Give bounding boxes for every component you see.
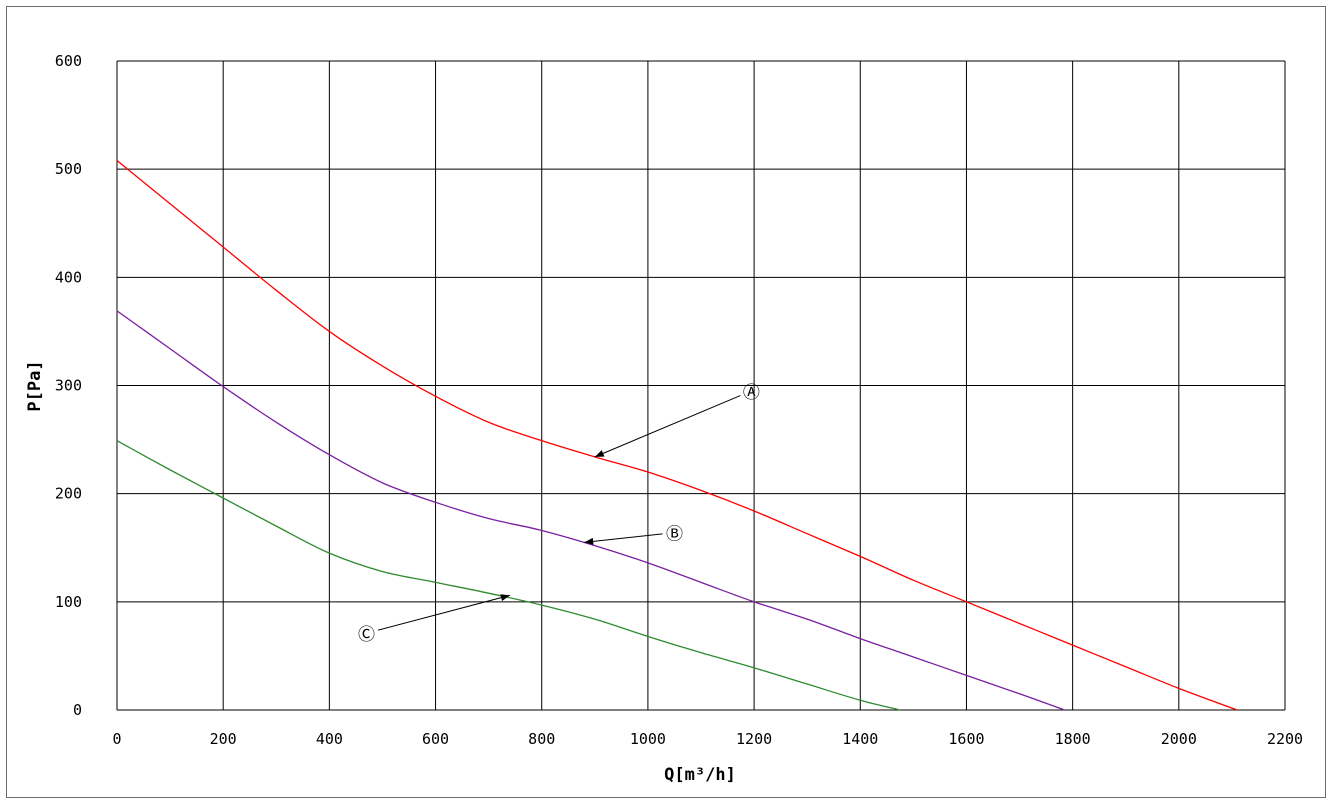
x-tick-label: 600: [422, 730, 449, 748]
annotation-leader: [584, 533, 663, 543]
x-axis-title: Q[m³/h]: [664, 765, 736, 785]
x-tick-label: 200: [210, 730, 237, 748]
y-tick-label: 300: [55, 377, 82, 395]
x-tick-label: 1200: [736, 730, 772, 748]
grid: [116, 60, 1286, 711]
y-tick-label: 400: [55, 268, 82, 286]
chart-frame: [6, 6, 1326, 798]
series-line-a: [116, 160, 1238, 711]
series-curves: [116, 160, 1238, 711]
x-tick-label: 1800: [1055, 730, 1091, 748]
annotation-label-a: Ⓐ: [743, 383, 760, 403]
y-tick-label: 200: [55, 485, 82, 503]
annotation-label-c: Ⓒ: [358, 625, 375, 645]
x-tick-label: 2000: [1161, 730, 1197, 748]
x-tick-label: 1000: [630, 730, 666, 748]
annotation-arrowhead: [500, 594, 510, 602]
y-tick-label: 0: [73, 701, 82, 719]
x-tick-label: 1600: [948, 730, 984, 748]
x-tick-labels: 0 200 400 600 800 1000 1200 1400 1600 1800 2000 220…: [112, 730, 1303, 748]
annotation-arrowhead: [584, 537, 594, 545]
x-tick-label: 400: [316, 730, 343, 748]
x-tick-label: 0: [112, 730, 121, 748]
y-tick-label: 100: [55, 593, 82, 611]
annotation-leader: [594, 395, 741, 458]
annotation-arrowhead: [594, 450, 605, 457]
y-tick-labels: 0 100 200 300 400 500 600: [55, 52, 82, 719]
y-tick-label: 600: [55, 52, 82, 70]
annotation-label-b: Ⓑ: [666, 525, 683, 545]
y-tick-label: 500: [55, 160, 82, 178]
x-tick-label: 2200: [1267, 730, 1303, 748]
annotation-leader: [378, 594, 511, 631]
curve-annotations: Ⓐ Ⓑ Ⓒ: [358, 383, 760, 645]
x-tick-label: 800: [528, 730, 555, 748]
series-line-c: [116, 440, 901, 711]
series-line-b: [116, 310, 1065, 711]
x-tick-label: 1400: [842, 730, 878, 748]
y-axis-title: P[Pa]: [25, 360, 45, 411]
